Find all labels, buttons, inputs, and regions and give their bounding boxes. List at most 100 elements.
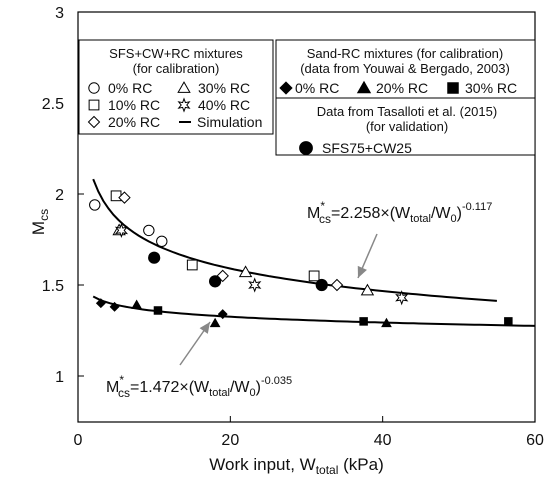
marker-shape [217, 309, 228, 320]
axes: 1 1.5 2 2.5 3 0 20 40 60 Work input, Wtotal (kPa)… [29, 5, 544, 477]
x-axis-label: Work input, Wtotal (kPa) [209, 455, 383, 477]
simulation-curve-1 [92, 178, 497, 302]
marker-shape [238, 265, 253, 278]
marker-shape [153, 306, 163, 315]
marker-shape [131, 299, 143, 309]
legend-label: Simulation [197, 114, 262, 130]
equation-lower: M* cs=1.472×(Wtotal/W0)-0.035 [106, 373, 292, 400]
legend-label: 30% RC [198, 80, 250, 96]
x-tick-label: 40 [374, 432, 392, 449]
legend-subtitle: (for validation) [366, 119, 448, 134]
data-point [504, 317, 513, 326]
arrow-upper-head [357, 265, 367, 278]
legend-marker [177, 97, 191, 113]
marker-shape [315, 278, 328, 292]
marker-shape [89, 199, 101, 211]
y-tick-label: 3 [55, 5, 64, 22]
data-point [315, 278, 328, 292]
legend-title: SFS+CW+RC mixtures [109, 46, 243, 61]
plot-area [89, 178, 536, 328]
legend-marker [88, 82, 100, 94]
data-point [95, 298, 106, 309]
data-point [217, 309, 228, 320]
marker-shape [118, 191, 131, 204]
data-point [209, 275, 222, 288]
legend-marker [299, 141, 313, 155]
legend-box-sand [275, 39, 536, 99]
y-axis-label: Mcs [29, 209, 51, 235]
data-point [143, 224, 155, 237]
marker-shape [95, 298, 106, 309]
legend-label: SFS75+CW25 [322, 140, 412, 156]
data-point [186, 259, 198, 271]
annotations: M* cs=2.258×(Wtotal/W0)-0.117 M* cs=1.472×(… [106, 199, 492, 400]
marker-shape [209, 275, 222, 288]
marker-shape [88, 99, 100, 111]
data-point [118, 191, 131, 204]
data-point [209, 317, 221, 328]
legend-title: Data from Tasalloti et al. (2015) [317, 104, 497, 119]
data-point [359, 317, 368, 326]
marker-shape [177, 81, 191, 93]
legend-label: 20% RC [108, 114, 160, 130]
data-point [89, 199, 101, 211]
data-point [110, 190, 122, 202]
marker-shape [209, 317, 221, 328]
legend-label: 0% RC [108, 80, 152, 96]
legend-marker [356, 80, 372, 94]
marker-shape [88, 82, 100, 94]
marker-shape [308, 270, 320, 282]
legend-marker [279, 81, 293, 95]
marker-shape [395, 290, 409, 306]
data-point [308, 270, 320, 282]
legend-title: Sand-RC mixtures (for calibration) [307, 46, 504, 61]
y-tick-label: 2.5 [42, 96, 64, 113]
data-point [109, 301, 120, 312]
y-tick-label: 1 [55, 369, 64, 386]
marker-shape [186, 259, 198, 271]
plot-frame [77, 11, 536, 423]
marker-shape [356, 80, 372, 94]
legend-label: 30% RC [465, 80, 517, 96]
marker-shape [87, 115, 101, 129]
legend-marker [447, 82, 459, 94]
data-point [114, 222, 129, 239]
data-point [330, 278, 344, 292]
y-tick-label: 1.5 [42, 278, 64, 295]
marker-shape [299, 141, 313, 155]
marker-shape [248, 277, 262, 293]
data-point [238, 265, 253, 278]
simulation-curve-2 [92, 295, 536, 327]
legend-label: 40% RC [198, 97, 250, 113]
legend-label: 0% RC [295, 80, 339, 96]
arrow-lower-head [199, 322, 210, 334]
legend-subtitle: (data from Youwai & Bergado, 2003) [300, 61, 510, 76]
marker-shape [359, 317, 368, 326]
data-point [148, 251, 161, 264]
marker-shape [360, 283, 375, 296]
marker-shape [504, 317, 513, 326]
legend-marker [87, 115, 101, 129]
legend-marker [177, 81, 191, 93]
data-point [153, 306, 163, 315]
marker-shape [381, 317, 392, 328]
data-point [156, 235, 168, 248]
legend-box-validation [275, 97, 536, 156]
equation-upper: M* cs=2.258×(Wtotal/W0)-0.117 [307, 199, 492, 226]
y-tick-label: 2 [55, 187, 64, 204]
marker-shape [110, 190, 122, 202]
legend-subtitle: (for calibration) [133, 61, 220, 76]
legend-label: 20% RC [376, 80, 428, 96]
marker-shape [447, 82, 459, 94]
data-point [360, 283, 375, 296]
data-point [248, 277, 262, 293]
marker-shape [279, 81, 293, 95]
marker-shape [114, 222, 129, 239]
legend-box-sfs [78, 39, 274, 135]
data-point [381, 317, 392, 328]
legend: SFS+CW+RC mixtures(for calibration) 0% RC… [78, 39, 536, 156]
marker-shape [143, 224, 155, 237]
legend-label: 10% RC [108, 97, 160, 113]
legend-marker [88, 99, 100, 111]
marker-shape [156, 235, 168, 248]
